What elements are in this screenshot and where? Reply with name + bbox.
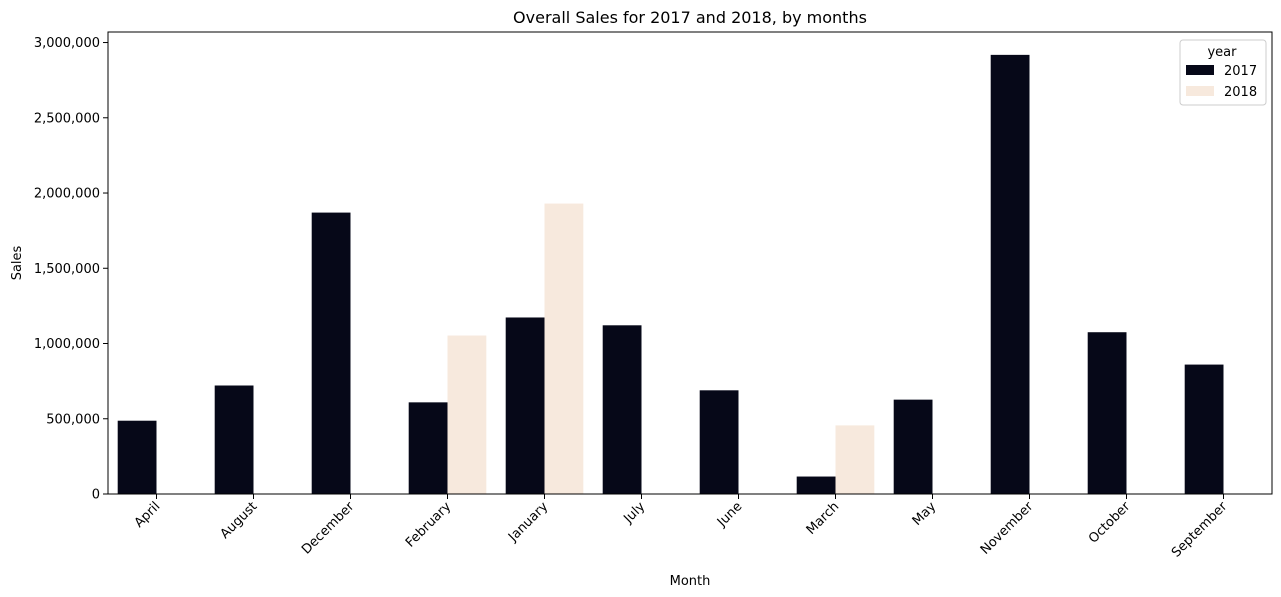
x-tick-label: April [132, 499, 164, 531]
legend-label-2018: 2018 [1224, 85, 1257, 100]
chart-title: Overall Sales for 2017 and 2018, by mont… [513, 8, 867, 27]
bar-june-2017 [699, 390, 739, 494]
y-axis: 0 500,000 1,000,000 1,500,000 2,000,000 2,500… [34, 36, 108, 503]
legend-swatch-2017 [1186, 65, 1214, 75]
bar-july-2017 [602, 325, 642, 494]
x-tick-label: February [403, 499, 455, 551]
x-tick-label: May [910, 499, 940, 529]
y-tick-label: 3,000,000 [34, 36, 100, 51]
bar-january-2018 [544, 203, 584, 494]
y-tick-label: 1,500,000 [34, 262, 100, 277]
bar-november-2017 [990, 54, 1030, 495]
x-tick-label: December [299, 499, 358, 558]
y-tick-label: 0 [92, 488, 100, 503]
y-tick-label: 500,000 [46, 412, 100, 427]
legend: year 2017 2018 [1179, 39, 1267, 106]
x-tick-label: August [218, 499, 261, 542]
bar-march-2017 [796, 476, 836, 494]
bar-august-2017 [214, 385, 254, 494]
x-tick-label: October [1086, 499, 1134, 547]
bar-may-2017 [893, 399, 933, 494]
bar-february-2017 [408, 402, 448, 494]
legend-swatch-2018 [1186, 86, 1214, 96]
x-tick-label: September [1169, 499, 1231, 561]
bar-march-2018 [835, 425, 875, 494]
y-tick-label: 2,500,000 [34, 111, 100, 126]
y-axis-title: Sales [10, 245, 25, 280]
x-tick-label: March [804, 499, 843, 538]
x-tick-label: November [978, 499, 1037, 558]
bar-december-2017 [311, 212, 351, 494]
bars-group [117, 54, 1224, 495]
x-axis: April August December February January July Ju… [132, 494, 1231, 561]
bar-april-2017 [117, 420, 157, 494]
legend-title: year [1207, 45, 1237, 60]
y-tick-label: 2,000,000 [34, 187, 100, 202]
x-axis-title: Month [670, 574, 711, 589]
x-tick-label: July [620, 499, 648, 527]
y-tick-label: 1,000,000 [34, 337, 100, 352]
legend-label-2017: 2017 [1224, 64, 1257, 79]
x-tick-label: January [505, 499, 551, 545]
x-tick-label: June [714, 499, 745, 530]
bar-september-2017 [1184, 364, 1224, 494]
bar-january-2017 [505, 317, 545, 494]
bar-october-2017 [1087, 332, 1127, 494]
bar-february-2018 [447, 335, 487, 494]
plot-frame [107, 31, 1273, 495]
